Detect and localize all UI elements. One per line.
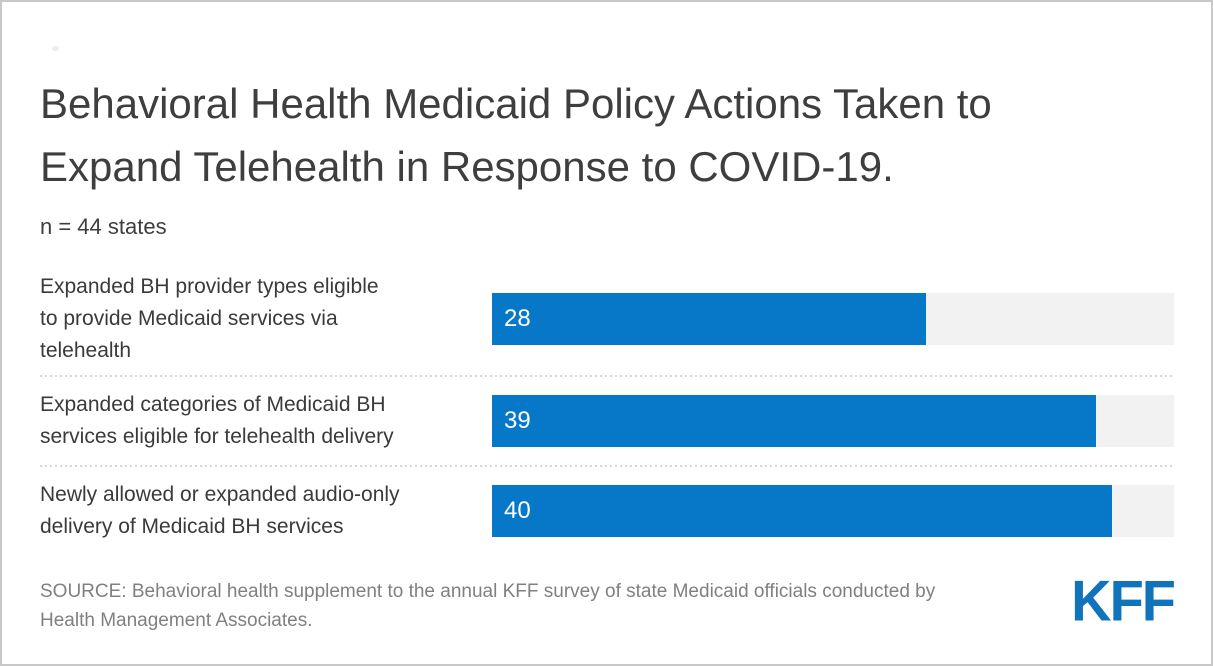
bar-row: Expanded categories of Medicaid BH servi…	[40, 377, 1174, 465]
bar: 39	[492, 395, 1097, 447]
chart-title: Behavioral Health Medicaid Policy Action…	[40, 72, 1174, 198]
row-separator	[40, 465, 1174, 467]
bar-value-label: 28	[504, 305, 531, 332]
bar-value-label: 39	[504, 407, 531, 434]
bar-row-label: Expanded BH provider types eligible to p…	[40, 275, 379, 362]
chart-title-line1: Behavioral Health Medicaid Policy Action…	[40, 80, 992, 127]
bar: 40	[492, 485, 1112, 537]
bar-row: Expanded BH provider types eligible to p…	[40, 271, 1174, 375]
bar-row-label: Newly allowed or expanded audio-only del…	[40, 483, 400, 538]
bar-value-label: 40	[504, 497, 531, 524]
artifact-dot	[52, 46, 59, 51]
bar: 28	[492, 293, 926, 345]
bar-row: Newly allowed or expanded audio-only del…	[40, 467, 1174, 555]
chart-subtitle: n = 44 states	[40, 214, 167, 239]
bar-row-label: Expanded categories of Medicaid BH servi…	[40, 393, 394, 448]
row-separator	[40, 375, 1174, 377]
bar-track: 28	[492, 293, 1174, 345]
kff-logo: KFF	[1071, 568, 1176, 633]
source-note: SOURCE: Behavioral health supplement to …	[40, 581, 936, 631]
bar-track: 39	[492, 395, 1174, 447]
chart-title-line2: Expand Telehealth in Response to COVID-1…	[40, 143, 894, 190]
bar-chart: Expanded BH provider types eligible to p…	[40, 271, 1174, 555]
bar-track: 40	[492, 485, 1174, 537]
chart-footer: SOURCE: Behavioral health supplement to …	[40, 568, 1176, 635]
